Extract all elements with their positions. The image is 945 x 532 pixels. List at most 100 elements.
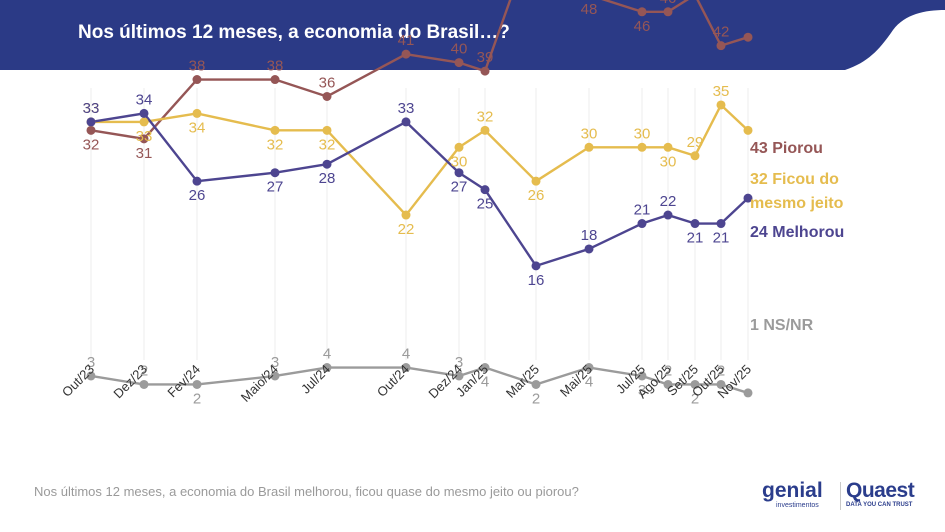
data-label: 4 xyxy=(481,374,489,391)
series-end-label: 32 Ficou do xyxy=(750,171,839,188)
data-point xyxy=(192,176,202,186)
data-label: 4 xyxy=(402,346,410,363)
data-point xyxy=(401,210,411,220)
data-point xyxy=(584,142,594,152)
series-end-label: 24 Melhorou xyxy=(750,224,844,241)
data-label: 3 xyxy=(455,354,463,371)
data-point xyxy=(584,363,594,373)
data-point xyxy=(192,75,202,85)
data-point xyxy=(480,125,490,135)
data-label: 46 xyxy=(634,18,651,35)
data-point xyxy=(716,379,726,389)
data-label: 39 xyxy=(477,49,494,66)
data-label: 36 xyxy=(319,74,336,91)
data-label: 48 xyxy=(581,1,598,18)
data-point xyxy=(322,125,332,135)
data-point xyxy=(401,49,411,59)
data-point xyxy=(86,117,96,127)
data-point xyxy=(584,244,594,254)
data-point xyxy=(531,176,541,186)
data-point xyxy=(454,371,464,381)
data-point xyxy=(270,75,280,85)
data-point xyxy=(663,142,673,152)
data-point xyxy=(637,7,647,17)
footnote: Nos últimos 12 meses, a economia do Bras… xyxy=(34,484,579,499)
data-point xyxy=(270,168,280,178)
data-point xyxy=(690,379,700,389)
data-point xyxy=(531,379,541,389)
data-point xyxy=(637,371,647,381)
data-point xyxy=(743,388,753,398)
data-point xyxy=(637,142,647,152)
data-point xyxy=(270,125,280,135)
data-point xyxy=(322,159,332,169)
data-point xyxy=(86,371,96,381)
data-label: 2 xyxy=(717,362,725,379)
data-label: 46 xyxy=(660,0,677,7)
data-label: 30 xyxy=(581,125,598,142)
data-point xyxy=(690,219,700,229)
data-label: 33 xyxy=(398,100,415,117)
data-label: 32 xyxy=(477,108,494,125)
data-point xyxy=(86,125,96,135)
data-point xyxy=(637,219,647,229)
data-label: 31 xyxy=(136,145,153,162)
data-label: 16 xyxy=(528,272,545,289)
quaest-logo-sub: DATA YOU CAN TRUST xyxy=(846,502,913,508)
data-label: 32 xyxy=(267,136,284,153)
data-point xyxy=(663,210,673,220)
x-tick-label: Out/23 xyxy=(59,362,97,400)
data-label: 29 xyxy=(687,134,704,151)
series-end-label: mesmo jeito xyxy=(750,195,844,212)
data-label: 26 xyxy=(528,187,545,204)
data-label: 33 xyxy=(83,100,100,117)
data-label: 4 xyxy=(323,346,331,363)
chart-title: Nos últimos 12 meses, a economia do Bras… xyxy=(78,22,510,43)
data-label: 32 xyxy=(319,136,336,153)
data-label: 25 xyxy=(477,196,494,213)
data-label: 34 xyxy=(189,119,206,136)
data-label: 42 xyxy=(713,24,730,41)
data-point xyxy=(401,363,411,373)
data-label: 21 xyxy=(713,230,730,247)
data-label: 22 xyxy=(660,193,677,210)
data-label: 35 xyxy=(713,83,730,100)
quaest-logo-word: Quaest xyxy=(846,479,915,502)
data-point xyxy=(139,117,149,127)
data-label: 32 xyxy=(83,136,100,153)
data-label: 30 xyxy=(634,125,651,142)
data-label: 40 xyxy=(451,41,468,58)
data-label: 33 xyxy=(136,128,153,145)
genial-logo-sub: investimentos xyxy=(776,502,819,509)
data-point xyxy=(480,363,490,373)
data-point xyxy=(480,185,490,195)
data-label: 41 xyxy=(398,32,415,49)
data-label: 3 xyxy=(87,354,95,371)
data-point xyxy=(716,100,726,110)
chart-x-tick-labels: Out/23 Dez/23 Fev/24 Maio/24 Jul/24 Out/24 Dez… xyxy=(59,362,754,405)
x-tick-label: Maio/24 xyxy=(238,362,281,405)
data-label: 2 xyxy=(193,390,201,407)
data-point xyxy=(743,193,753,203)
data-label: 34 xyxy=(136,91,153,108)
data-point xyxy=(139,134,149,144)
logo-divider xyxy=(840,482,841,510)
data-label: 30 xyxy=(660,153,677,170)
data-point xyxy=(663,379,673,389)
data-label: 2 xyxy=(664,362,672,379)
data-point xyxy=(743,125,753,135)
chart-data-labels: 3231383836414039564846464842333334323222… xyxy=(83,0,730,407)
data-label: 2 xyxy=(140,362,148,379)
data-label: 2 xyxy=(532,390,540,407)
data-label: 18 xyxy=(581,227,598,244)
data-label: 26 xyxy=(189,187,206,204)
data-point xyxy=(139,379,149,389)
data-label: 3 xyxy=(638,382,646,399)
data-point xyxy=(480,66,490,76)
data-point xyxy=(716,219,726,229)
series-end-label: 43 Piorou xyxy=(750,140,823,157)
data-point xyxy=(454,168,464,178)
data-point xyxy=(139,108,149,118)
data-point xyxy=(716,41,726,51)
data-label: 27 xyxy=(267,179,284,196)
